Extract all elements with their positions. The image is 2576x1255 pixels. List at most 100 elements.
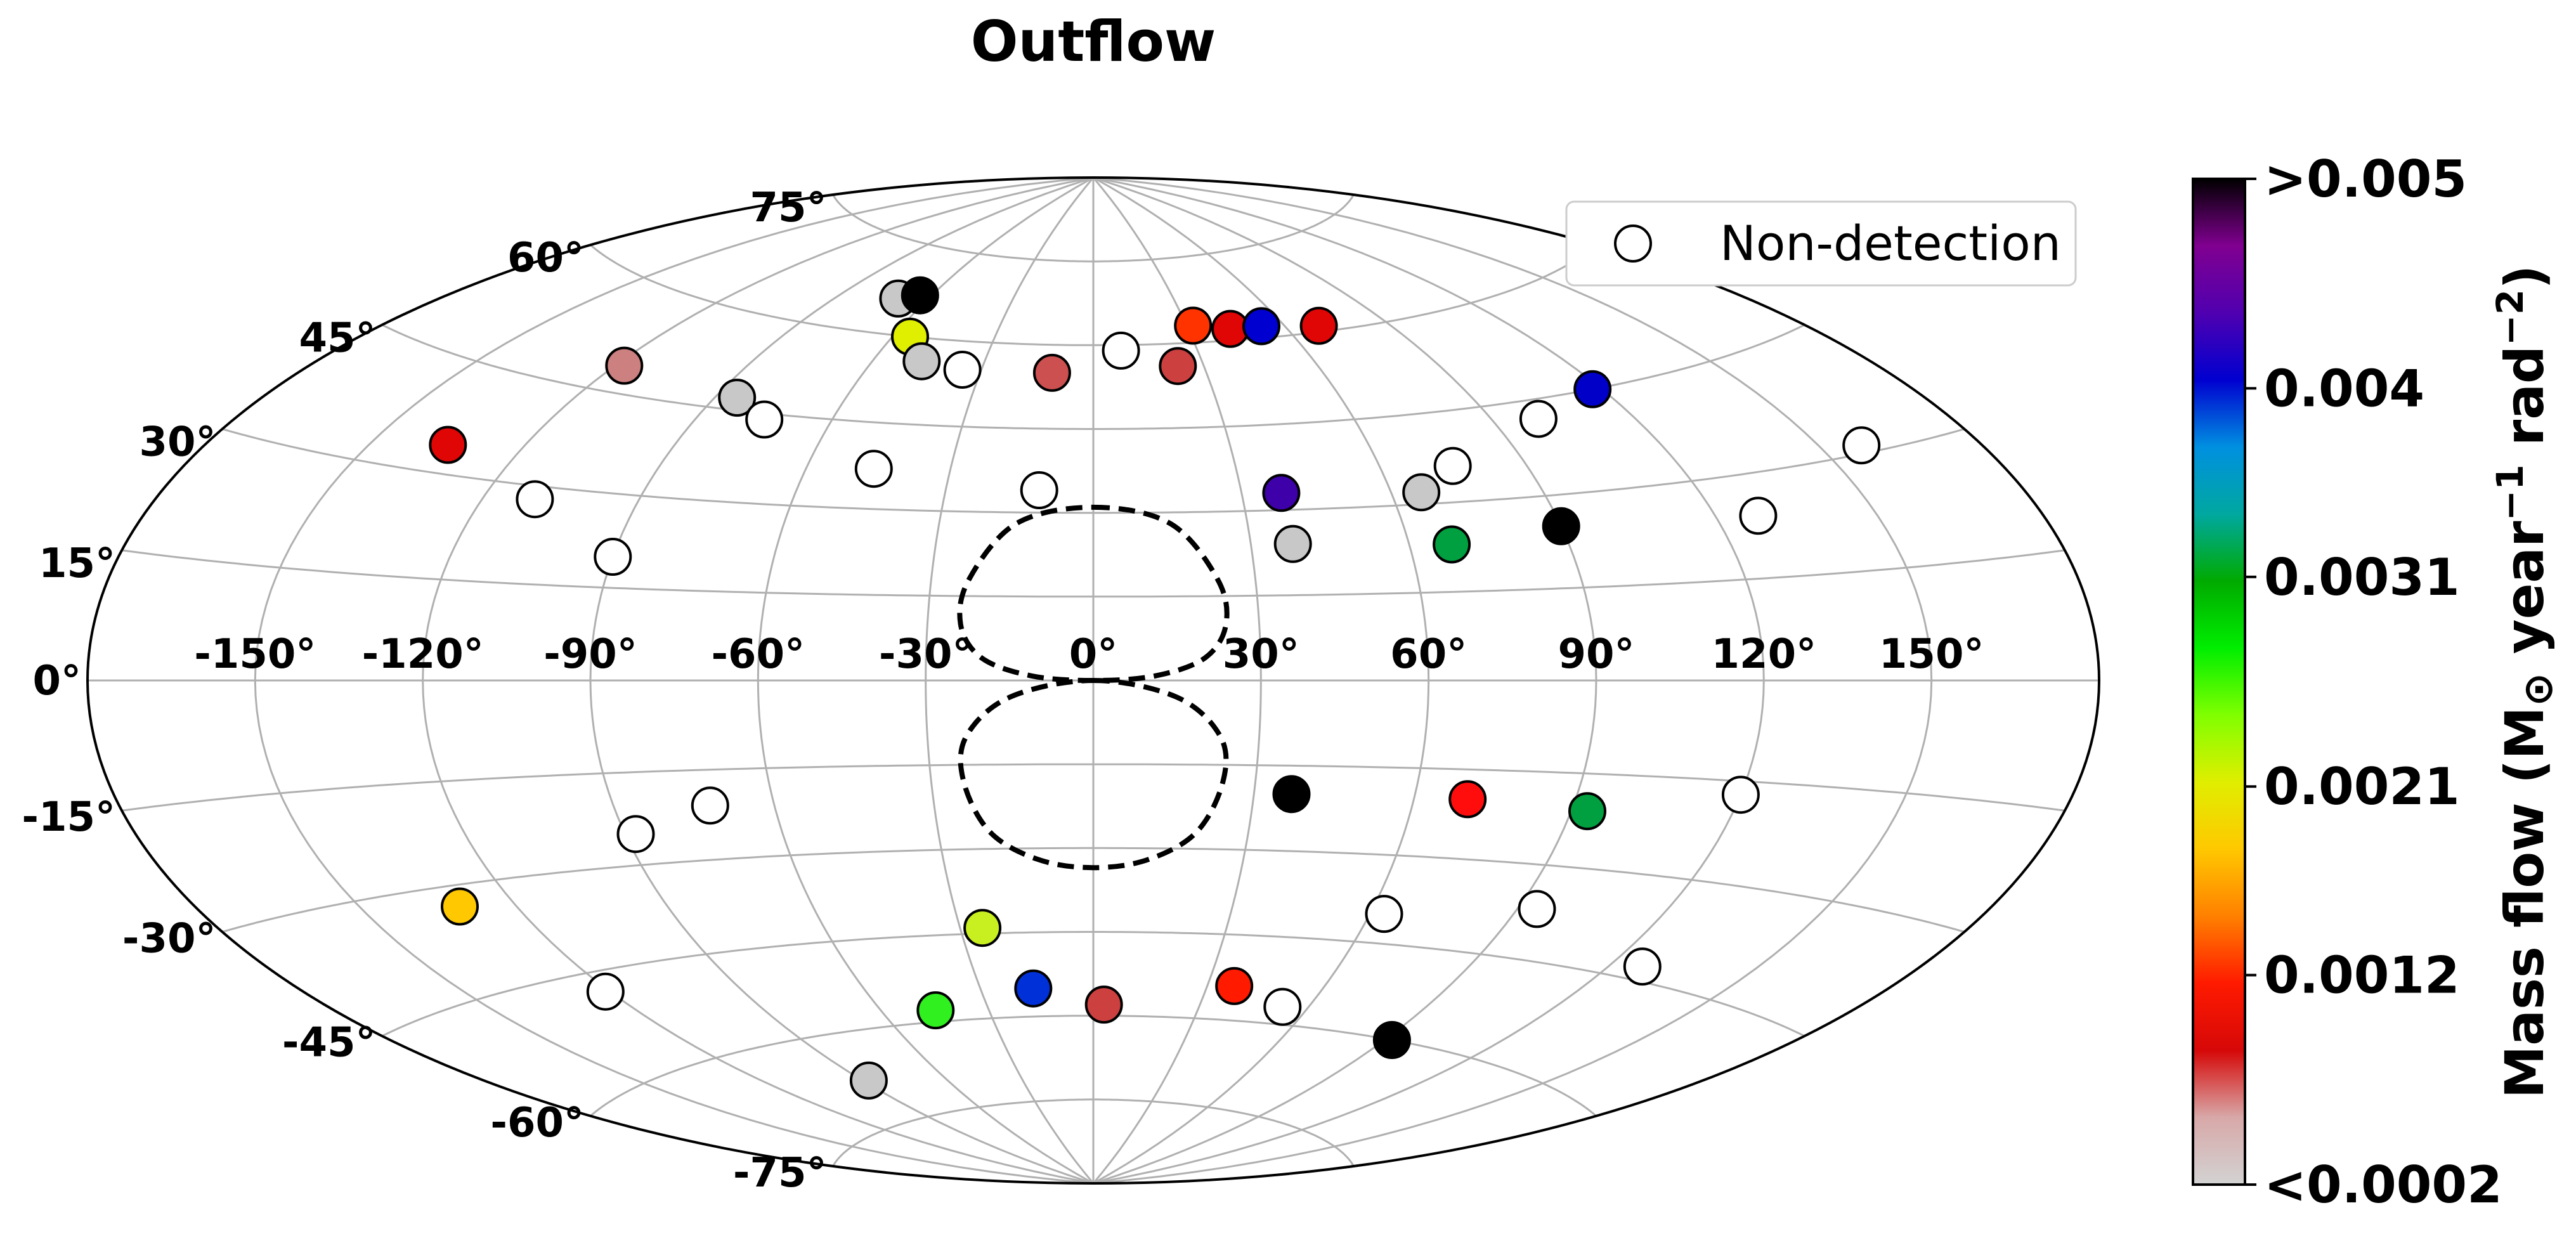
- dashed-regions: [957, 504, 1230, 871]
- x-tick-label: 150°: [1879, 631, 1984, 678]
- colorbar-tick-label: 0.0012: [2264, 946, 2460, 1005]
- colorbar-label-exp-1: −1: [2488, 464, 2532, 521]
- parallel--45: [381, 931, 1805, 1037]
- colorbar-ticks: >0.005 0.004 0.0031 0.0021 0.0012 <0.0002: [2245, 150, 2502, 1214]
- non-detection-point: [1842, 426, 1881, 465]
- parallel-60: [590, 244, 1597, 346]
- non-detection-point: [691, 786, 729, 825]
- detection-point: [1402, 473, 1441, 512]
- y-tick-label: 75°: [750, 185, 826, 231]
- colorbar-label-part-4: ): [2494, 265, 2556, 289]
- non-detection-point: [594, 538, 632, 576]
- colorbar-tick-label: 0.0031: [2264, 548, 2460, 607]
- y-tick-label: -30°: [122, 916, 216, 963]
- colorbar-label-part-2: year: [2494, 521, 2556, 673]
- detection-point: [1372, 1021, 1411, 1059]
- non-detection-point: [516, 480, 554, 519]
- detection-point: [901, 276, 939, 315]
- detection-point: [1273, 524, 1312, 563]
- x-tick-label: -120°: [362, 631, 484, 678]
- parallel--30: [222, 847, 1965, 933]
- data-points: [429, 276, 1881, 1100]
- colorbar-label-exp-2: −2: [2488, 289, 2532, 346]
- colorbar-tick-label: <0.0002: [2264, 1155, 2502, 1214]
- detection-point: [718, 379, 757, 417]
- detection-point: [1159, 347, 1197, 386]
- x-tick-label: -60°: [711, 631, 805, 678]
- detection-point: [963, 909, 1002, 947]
- colorbar-label-part-1: Mass flow (M: [2494, 706, 2556, 1098]
- y-tick-label: 30°: [139, 419, 216, 466]
- x-tick-label: -90°: [543, 631, 637, 678]
- y-tick-label: -60°: [490, 1100, 584, 1147]
- x-tick-label: 30°: [1223, 631, 1299, 678]
- parallel-30: [222, 428, 1965, 514]
- non-detection-point: [1721, 776, 1760, 814]
- detection-point: [902, 342, 941, 380]
- detection-point: [429, 426, 467, 464]
- non-detection-point: [1519, 400, 1558, 438]
- lower-dashed-region: [958, 677, 1229, 871]
- x-tick-label: 120°: [1712, 631, 1817, 678]
- y-tick-label: -15°: [22, 794, 115, 841]
- detection-point: [1032, 353, 1071, 392]
- y-tick-label: -45°: [282, 1020, 376, 1067]
- colorbar-label: Mass flow (M⊙ year−1 rad−2): [2488, 265, 2562, 1099]
- detection-point: [1448, 780, 1487, 819]
- colorbar-tick-label: >0.005: [2264, 150, 2467, 209]
- detection-point: [1262, 474, 1301, 512]
- non-detection-point: [1739, 497, 1778, 535]
- detection-point: [1215, 966, 1254, 1005]
- non-detection-point: [1102, 331, 1140, 370]
- chart-title: Outflow: [971, 9, 1216, 74]
- legend: Non-detection: [1565, 200, 2077, 287]
- colorbar-gradient: [2192, 178, 2246, 1186]
- non-detection-point: [1518, 890, 1556, 928]
- y-tick-label: 45°: [299, 315, 375, 361]
- colorbar-label-part-3: rad: [2494, 346, 2556, 464]
- map-outline: [86, 176, 2100, 1185]
- x-tick-label: -150°: [194, 631, 316, 678]
- parallel--75: [832, 1098, 1355, 1167]
- non-detection-point: [1020, 471, 1058, 509]
- detection-point: [1242, 307, 1280, 346]
- detection-point: [849, 1061, 888, 1100]
- detection-point: [1272, 775, 1311, 814]
- non-detection-point: [1365, 895, 1403, 933]
- non-detection-point: [616, 815, 655, 854]
- detection-point: [916, 991, 955, 1030]
- legend-label: Non-detection: [1720, 215, 2061, 271]
- colorbar-tick-label: 0.0021: [2264, 757, 2460, 816]
- x-tick-label: 90°: [1558, 631, 1634, 678]
- detection-point: [1568, 792, 1606, 831]
- detection-point: [441, 887, 479, 926]
- y-tick-label: 0°: [32, 658, 81, 705]
- legend-box: [1565, 200, 2077, 287]
- detection-point: [1573, 370, 1612, 408]
- detection-point: [605, 346, 644, 385]
- non-detection-point: [854, 450, 893, 488]
- colorbar-label-sun: ⊙: [2515, 672, 2562, 706]
- parallel-75: [832, 194, 1355, 263]
- parallel-15: [121, 549, 2065, 598]
- y-tick-label: -75°: [733, 1150, 827, 1197]
- detection-point: [1174, 306, 1213, 345]
- axis-tick-labels: -150° -120° -90° -60° -30° 0° 30° 60° 90° 120° 150…: [22, 185, 1984, 1197]
- legend-marker-icon: [1614, 224, 1652, 263]
- detection-point: [1084, 985, 1123, 1024]
- non-detection-point: [586, 972, 625, 1011]
- colorbar-tick-label: 0.004: [2264, 359, 2424, 418]
- detection-point: [1014, 969, 1053, 1008]
- non-detection-point: [1433, 446, 1472, 485]
- detection-point: [1542, 507, 1580, 545]
- non-detection-point: [1263, 987, 1302, 1026]
- detection-point: [1433, 525, 1471, 564]
- non-detection-point: [745, 400, 784, 439]
- colorbar: >0.005 0.004 0.0031 0.0021 0.0012 <0.0002 Mas…: [2192, 150, 2562, 1214]
- x-tick-label: 0°: [1069, 631, 1118, 678]
- map-border: [86, 176, 2100, 1185]
- x-tick-label: 60°: [1390, 631, 1467, 678]
- x-tick-label: -30°: [879, 631, 973, 678]
- non-detection-point: [943, 351, 982, 389]
